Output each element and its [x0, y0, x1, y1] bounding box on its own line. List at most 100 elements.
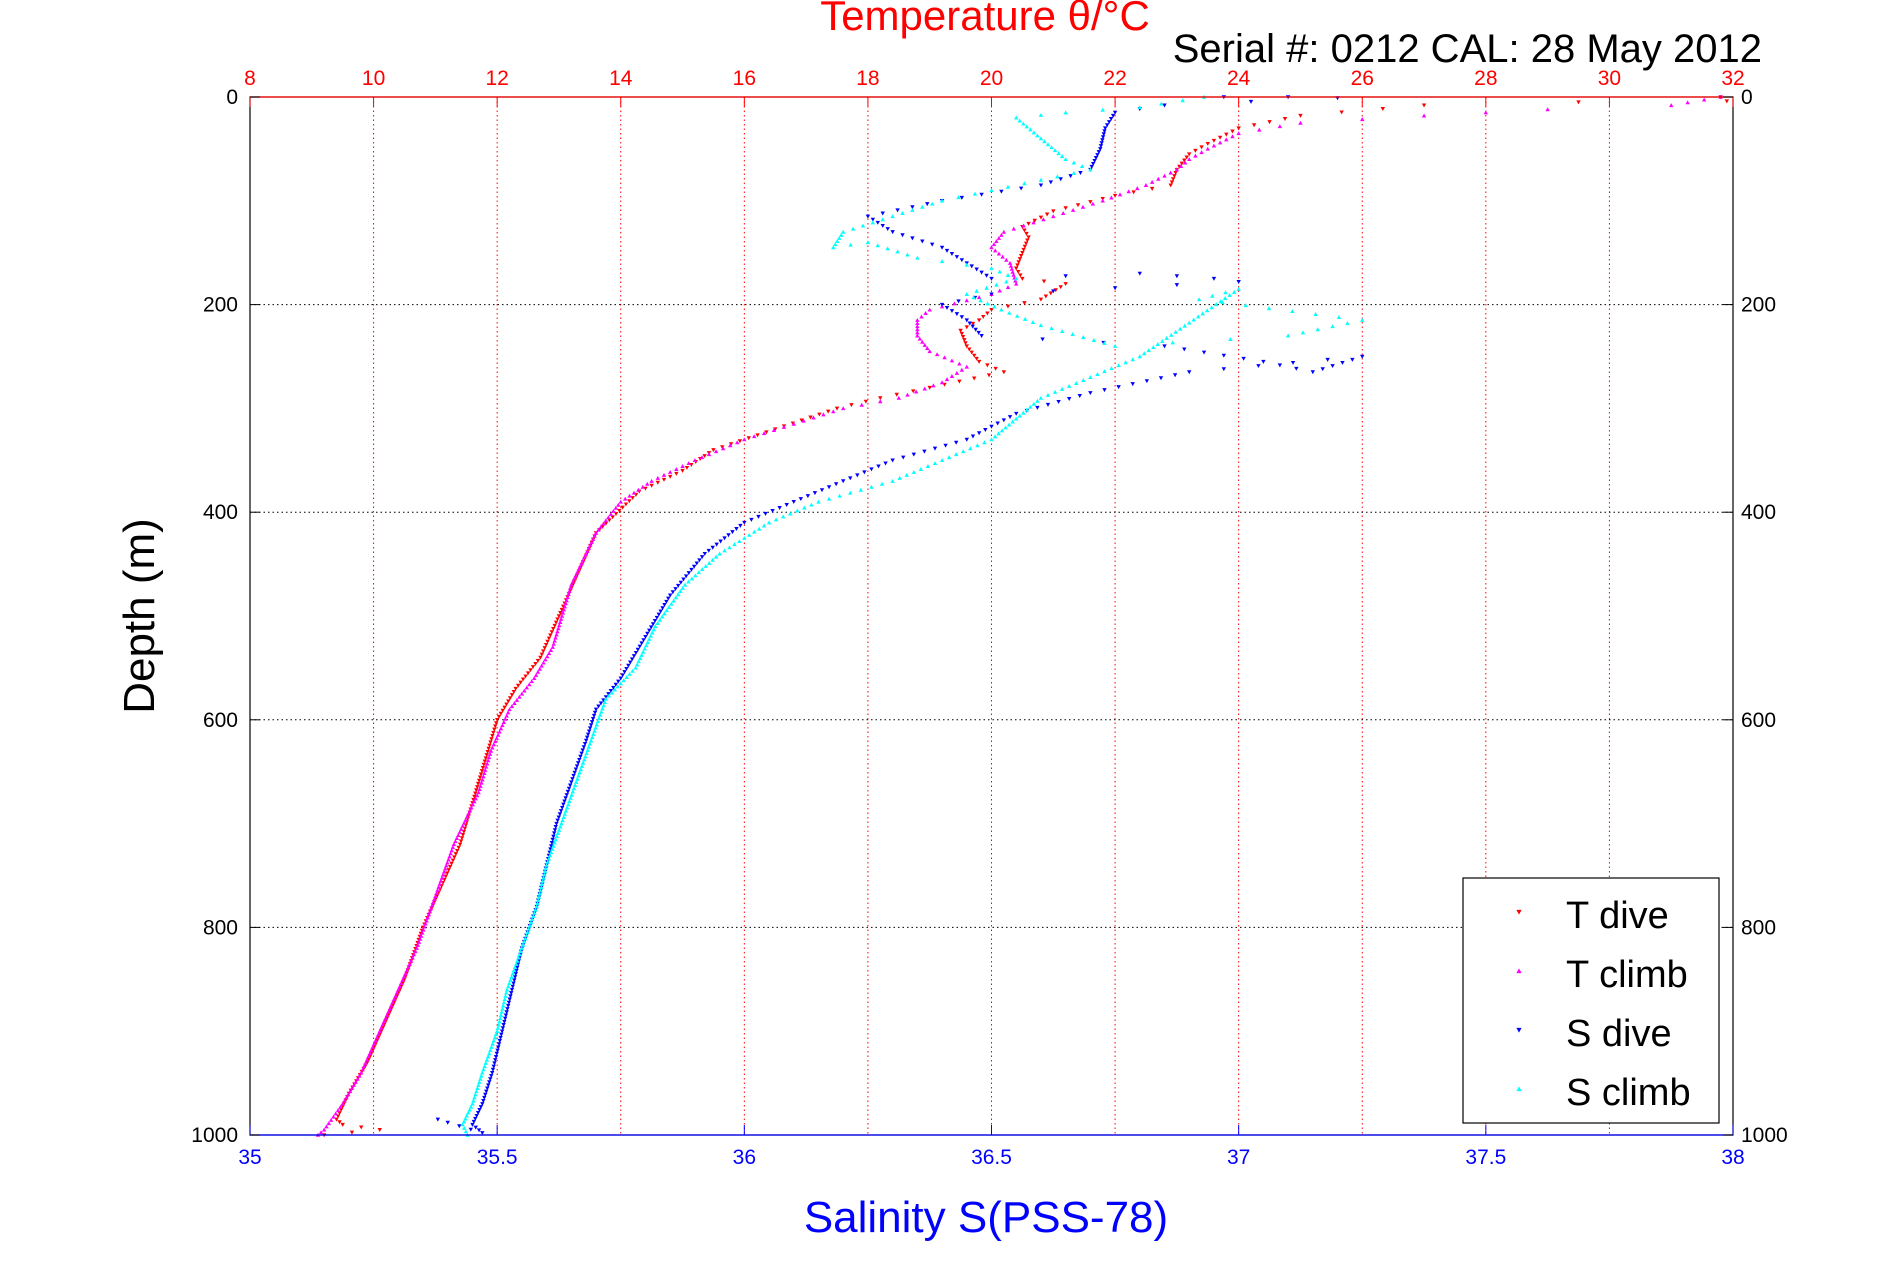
- data-point: [523, 936, 528, 941]
- data-point: [986, 373, 992, 378]
- data-point: [467, 808, 473, 813]
- data-point: [568, 585, 573, 590]
- temperature-tick-label: 14: [609, 67, 633, 90]
- data-point: [499, 1029, 505, 1034]
- data-point: [727, 545, 732, 550]
- data-point: [738, 523, 743, 528]
- data-point: [984, 285, 989, 290]
- data-point: [590, 717, 596, 721]
- series-s-climb: [460, 94, 1365, 1137]
- data-point: [971, 295, 976, 300]
- data-point: [1187, 370, 1192, 375]
- data-point: [976, 431, 982, 436]
- data-point: [962, 338, 967, 343]
- data-point: [756, 526, 762, 531]
- salinity-tick-label: 36: [733, 1146, 756, 1169]
- data-point: [1236, 286, 1241, 291]
- data-point: [650, 630, 655, 635]
- data-point: [370, 1044, 375, 1049]
- data-point: [901, 455, 906, 460]
- data-point: [657, 617, 663, 622]
- data-point: [487, 1080, 492, 1085]
- data-point: [939, 245, 945, 250]
- data-point: [1151, 345, 1156, 350]
- data-point: [450, 858, 456, 863]
- data-point: [1109, 366, 1114, 371]
- data-point: [862, 470, 867, 475]
- data-point: [831, 245, 836, 250]
- data-point: [590, 735, 595, 740]
- data-point: [1112, 343, 1118, 348]
- data-point: [1035, 405, 1040, 410]
- data-point: [373, 1038, 378, 1043]
- data-point: [1016, 260, 1021, 265]
- data-point: [538, 655, 543, 660]
- data-point: [1058, 177, 1063, 182]
- data-point: [488, 1077, 493, 1082]
- data-point: [964, 325, 969, 330]
- data-point: [598, 524, 604, 529]
- data-point: [586, 546, 591, 550]
- data-point: [640, 649, 646, 654]
- data-point: [1483, 110, 1489, 115]
- data-point: [363, 1060, 368, 1065]
- data-point: [1172, 373, 1178, 378]
- data-point: [588, 542, 593, 547]
- data-point: [649, 478, 654, 483]
- data-point: [718, 539, 723, 544]
- data-point: [346, 1092, 351, 1097]
- data-point: [535, 901, 540, 906]
- data-point: [994, 282, 999, 287]
- data-point: [949, 358, 955, 363]
- data-point: [567, 588, 572, 593]
- data-point: [1320, 367, 1325, 372]
- data-point: [484, 1089, 489, 1094]
- data-point: [480, 765, 486, 770]
- data-point: [939, 302, 945, 307]
- data-point: [1310, 370, 1316, 375]
- data-point: [954, 255, 960, 260]
- data-point: [407, 961, 412, 966]
- data-point: [964, 344, 969, 349]
- data-point: [334, 1117, 339, 1122]
- data-point: [586, 729, 592, 734]
- data-point: [474, 788, 479, 793]
- data-point: [953, 452, 959, 457]
- data-point: [579, 751, 584, 756]
- legend-marker: [1516, 909, 1522, 915]
- data-point: [548, 844, 554, 849]
- data-point: [1201, 350, 1207, 355]
- data-point: [1060, 211, 1066, 216]
- data-point: [691, 564, 697, 569]
- data-point: [640, 484, 646, 489]
- data-point: [995, 421, 1000, 426]
- data-point: [585, 732, 591, 737]
- data-point: [429, 903, 435, 908]
- data-point: [461, 1119, 467, 1124]
- data-point: [825, 409, 831, 414]
- data-point: [997, 269, 1002, 274]
- data-point: [471, 1098, 476, 1103]
- data-point: [520, 677, 526, 682]
- data-point: [1005, 272, 1011, 277]
- data-point: [504, 990, 509, 995]
- data-point: [506, 699, 511, 704]
- data-point: [682, 582, 688, 587]
- data-point: [1005, 285, 1011, 290]
- data-point: [633, 650, 639, 655]
- data-point: [879, 481, 885, 486]
- data-point: [673, 595, 679, 600]
- data-point: [1001, 418, 1007, 423]
- data-point: [989, 266, 994, 271]
- data-point: [894, 392, 899, 397]
- data-point: [482, 759, 488, 764]
- data-point: [925, 202, 930, 207]
- data-point: [1048, 180, 1054, 185]
- data-point: [530, 665, 536, 670]
- data-point: [486, 746, 491, 751]
- legend-box: [1462, 877, 1720, 1124]
- data-point: [1266, 306, 1272, 311]
- data-point: [1123, 360, 1128, 365]
- data-point: [946, 455, 952, 460]
- data-point: [1191, 317, 1196, 322]
